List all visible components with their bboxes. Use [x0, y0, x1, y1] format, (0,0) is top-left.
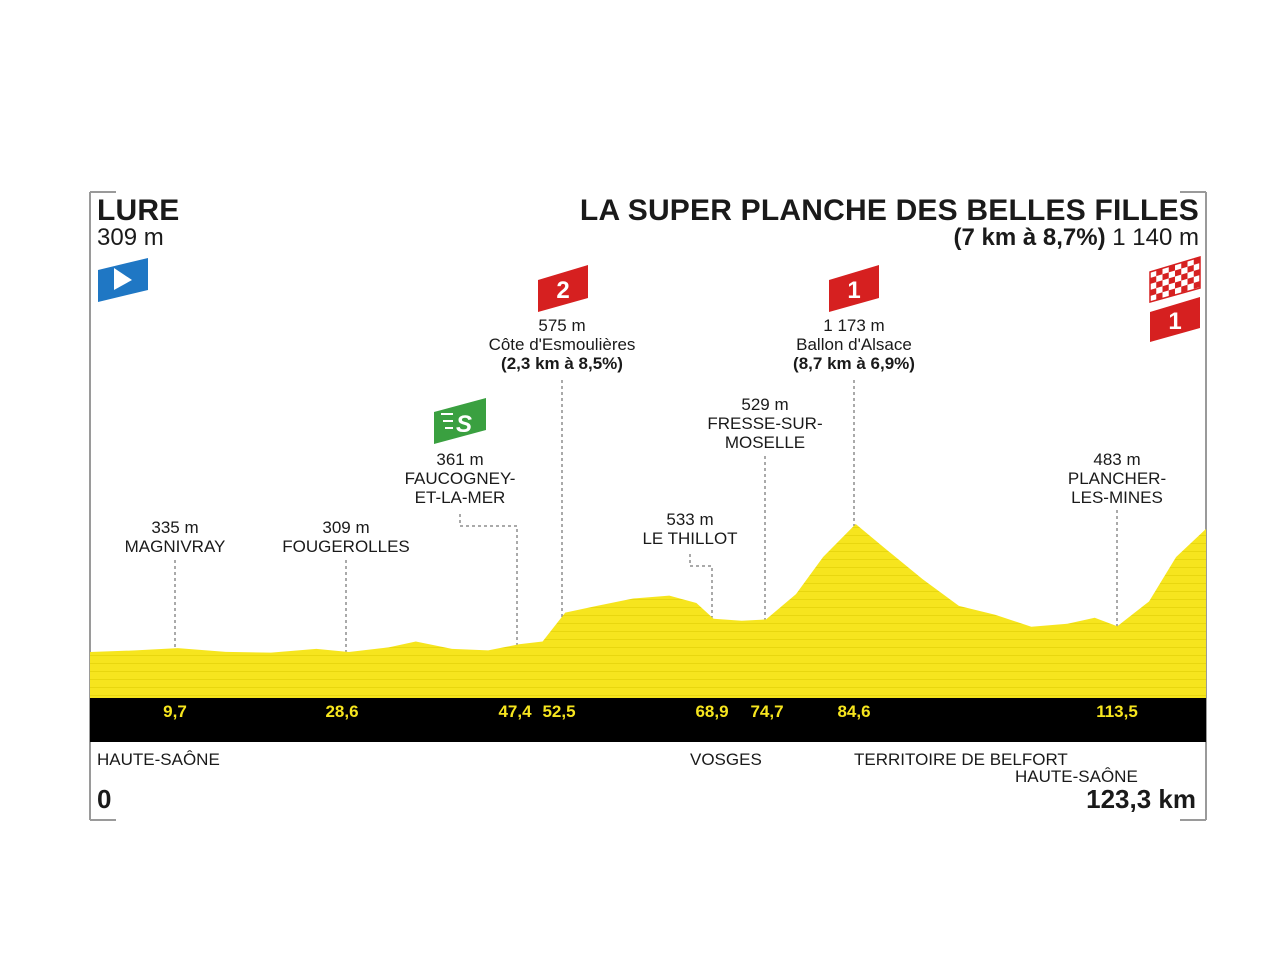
climb-cat1-icon: 1: [829, 265, 879, 312]
finish-flag-icon: [1149, 255, 1201, 303]
wp-name: FRESSE-SUR- MOSELLE: [707, 414, 823, 452]
wp-altitude: 361 m: [436, 450, 484, 469]
wp-altitude: 483 m: [1093, 450, 1141, 469]
department-label: HAUTE-SAÔNE: [1015, 767, 1138, 786]
wp-altitude: 1 173 m: [823, 316, 885, 335]
checker-square: [1193, 257, 1200, 265]
wp-ballon: 1 173 m Ballon d'Alsace (8,7 km à 6,9%): [793, 316, 915, 373]
wp-climb: (2,3 km à 8,5%): [501, 354, 623, 373]
wp-climb: (8,7 km à 6,9%): [793, 354, 915, 373]
leader-line: [689, 554, 713, 698]
km-label: 28,6: [325, 702, 359, 721]
badges: 2 S 1 1: [98, 255, 1201, 444]
wp-altitude: 533 m: [666, 510, 714, 529]
climb-cat2-icon: 2: [538, 265, 588, 312]
wp-le-thillot: 533 m LE THILLOT: [642, 510, 737, 548]
checker-square: [1193, 281, 1200, 289]
checker-square: [1181, 260, 1188, 269]
sprint-label: S: [456, 411, 472, 438]
distance-start: 0: [97, 784, 112, 814]
wp-altitude: 529 m: [741, 395, 789, 414]
checker-square: [1175, 280, 1182, 289]
distance-end: 123,3 km: [1086, 784, 1196, 814]
start-altitude: 309 m: [97, 224, 164, 251]
finish-climb-cat1-icon: 1: [1150, 297, 1200, 342]
km-label: 113,5: [1096, 702, 1138, 721]
finish-name: LA SUPER PLANCHE DES BELLES FILLES: [579, 194, 1199, 227]
elevation-area: [90, 524, 1206, 698]
checker-square: [1162, 272, 1169, 281]
wp-name: PLANCHER- LES-MINES: [1067, 469, 1167, 507]
checker-square: [1156, 268, 1163, 277]
climb-cat1-label: 1: [847, 277, 860, 304]
department-label: TERRITOIRE DE BELFORT: [854, 750, 1068, 769]
km-label: 74,7: [750, 702, 784, 721]
wp-altitude: 335 m: [151, 518, 199, 537]
leader-line: [459, 514, 518, 698]
start-name: LURE: [97, 194, 180, 227]
wp-name: FOUGEROLLES: [282, 537, 410, 556]
climb-cat2-label: 2: [556, 277, 569, 304]
checker-square: [1150, 276, 1157, 284]
finish-climb-cat1-label: 1: [1168, 308, 1181, 335]
km-band: [90, 698, 1206, 742]
checker-square: [1168, 288, 1175, 297]
checker-square: [1175, 268, 1182, 277]
checker-square: [1187, 264, 1194, 273]
km-label: 68,9: [695, 702, 729, 721]
checker-square: [1168, 264, 1175, 273]
wp-name: Ballon d'Alsace: [796, 335, 912, 354]
checker-square: [1187, 276, 1194, 285]
km-label: 9,7: [163, 702, 187, 721]
wp-name: LE THILLOT: [642, 529, 738, 548]
wp-fresse: 529 m FRESSE-SUR- MOSELLE: [707, 395, 822, 452]
wp-altitude: 575 m: [538, 316, 586, 335]
wp-name: Côte d'Esmoulières: [488, 335, 636, 354]
wp-name: FAUCOGNEY- ET-LA-MER: [404, 469, 516, 507]
wp-name: MAGNIVRAY: [124, 537, 226, 556]
km-label: 47,4: [498, 702, 532, 721]
checker-square: [1150, 288, 1157, 296]
finish-line2: (7 km à 8,7%) 1 140 m: [954, 224, 1199, 252]
checker-square: [1168, 276, 1175, 285]
km-label: 84,6: [837, 702, 871, 721]
wp-fougerolles: 309 m FOUGEROLLES: [282, 518, 410, 556]
sprint-icon: S: [434, 398, 486, 444]
wp-altitude: 309 m: [322, 518, 370, 537]
checker-square: [1156, 280, 1163, 289]
checker-square: [1162, 284, 1169, 293]
checker-square: [1156, 292, 1163, 301]
finish-climb: (7 km à 8,7%): [953, 224, 1106, 251]
start-flag-icon: [98, 258, 148, 302]
checker-square: [1181, 272, 1188, 281]
wp-magnivray: 335 m MAGNIVRAY: [125, 518, 226, 556]
checker-square: [1181, 284, 1188, 293]
department-label: HAUTE-SAÔNE: [97, 750, 220, 769]
km-label: 52,5: [542, 702, 576, 721]
wp-faucogney: 361 m FAUCOGNEY- ET-LA-MER: [405, 450, 516, 507]
department-label: VOSGES: [690, 750, 762, 769]
finish-altitude: 1 140 m: [1112, 224, 1199, 251]
wp-plancher: 483 m PLANCHER- LES-MINES: [1068, 450, 1166, 507]
checker-square: [1193, 269, 1200, 277]
wp-esmoulieres: 575 m Côte d'Esmoulières (2,3 km à 8,5%): [489, 316, 636, 373]
